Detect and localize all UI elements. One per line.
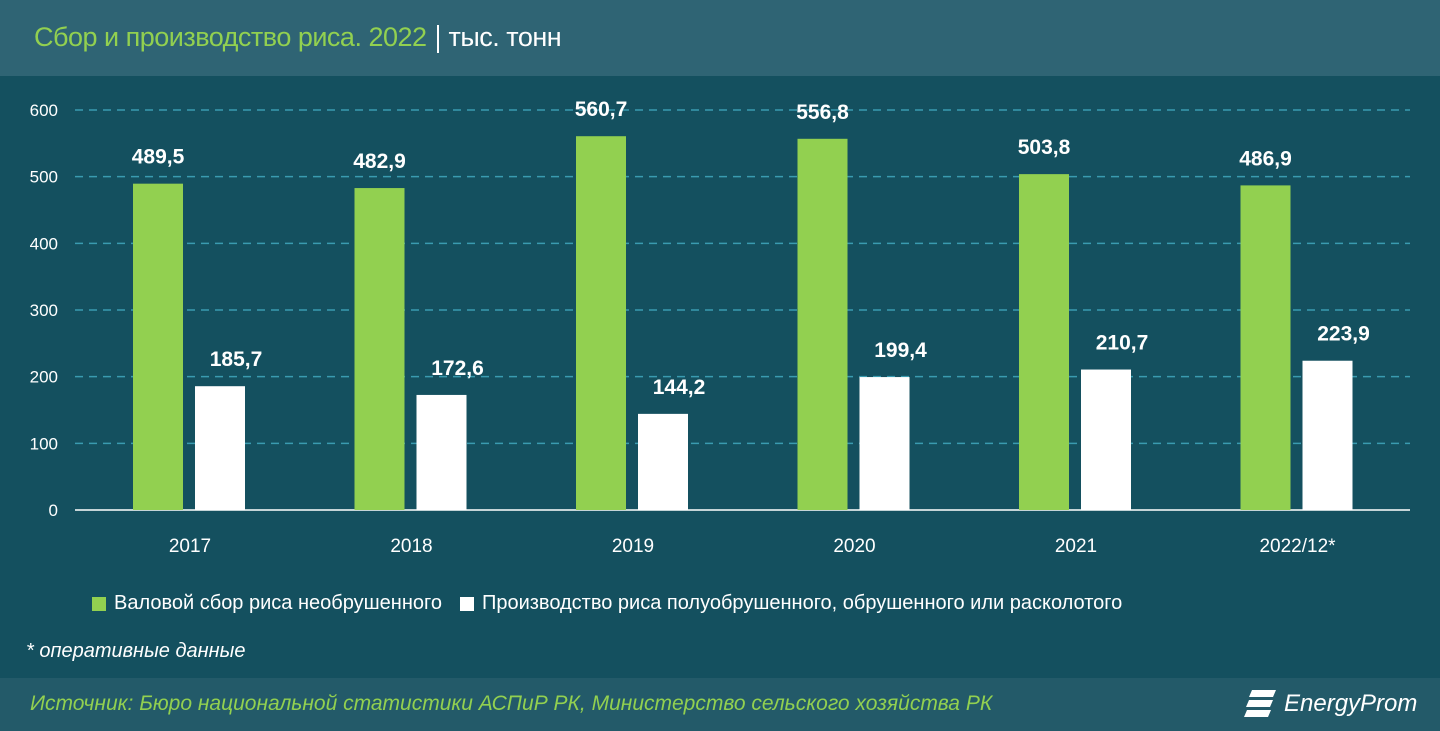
footnote: * оперативные данные <box>26 640 246 662</box>
x-tick-label: 2022/12* <box>1259 536 1336 557</box>
data-label: 172,6 <box>431 357 484 380</box>
bar-production <box>638 413 688 510</box>
bar-production <box>195 386 245 510</box>
bar-production <box>1302 360 1353 510</box>
data-label: 210,7 <box>1096 332 1149 355</box>
bar-harvest <box>133 183 183 510</box>
data-label: 482,9 <box>353 150 406 173</box>
data-label: 185,7 <box>210 348 263 371</box>
bar-harvest <box>797 138 848 511</box>
legend-label-harvest: Валовой сбор риса необрушенного <box>114 592 442 614</box>
y-tick-label: 500 <box>30 168 58 187</box>
legend-swatch-green <box>92 596 106 611</box>
data-label: 144,2 <box>653 376 706 399</box>
y-tick-label: 0 <box>49 501 58 520</box>
unit-label: тыс. тонн <box>448 22 562 52</box>
legend-swatch-white <box>459 596 474 611</box>
data-label: 560,7 <box>575 98 628 121</box>
y-tick-label: 200 <box>30 368 58 387</box>
chart-title: Сбор и производство риса. 2022 тыс. тонн <box>34 22 562 53</box>
y-tick-label: 300 <box>30 301 58 320</box>
data-label: 223,9 <box>1317 323 1370 346</box>
bar-harvest <box>1240 185 1291 510</box>
title-text: Сбор и производство риса. 2022 <box>34 22 427 52</box>
x-tick-label: 2020 <box>833 536 875 557</box>
energyprom-logo: EnergyProm <box>1244 688 1417 720</box>
x-tick-label: 2021 <box>1055 536 1097 557</box>
bar-harvest <box>354 188 405 511</box>
bar-harvest <box>1019 174 1069 510</box>
y-tick-label: 400 <box>30 234 58 253</box>
bar-production <box>859 377 910 510</box>
data-label: 199,4 <box>874 339 927 362</box>
header: Сбор и производство риса. 2022 тыс. тонн <box>0 0 1440 76</box>
bar-production <box>416 394 467 510</box>
separator <box>436 24 439 53</box>
data-label: 556,8 <box>796 101 849 124</box>
legend-label-production: Производство риса полуобрушенного, обруш… <box>481 592 1123 614</box>
y-tick-label: 600 <box>30 101 58 120</box>
x-tick-label: 2018 <box>390 536 432 557</box>
x-tick-label: 2017 <box>169 536 211 557</box>
logo-text: EnergyProm <box>1284 690 1418 717</box>
bar-production <box>1081 369 1131 510</box>
source-text: Источник: Бюро национальной статистики А… <box>30 692 993 715</box>
data-label: 486,9 <box>1239 147 1292 170</box>
data-label: 503,8 <box>1018 136 1071 159</box>
bar-harvest <box>576 136 626 510</box>
x-tick-label: 2019 <box>612 536 654 557</box>
data-label: 489,5 <box>132 146 185 169</box>
legend: Валовой сбор риса необрушенного Производ… <box>92 592 1122 615</box>
logo-icon <box>1244 690 1276 717</box>
footer: Источник: Бюро национальной статистики А… <box>0 678 1440 731</box>
y-tick-label: 100 <box>30 434 58 453</box>
